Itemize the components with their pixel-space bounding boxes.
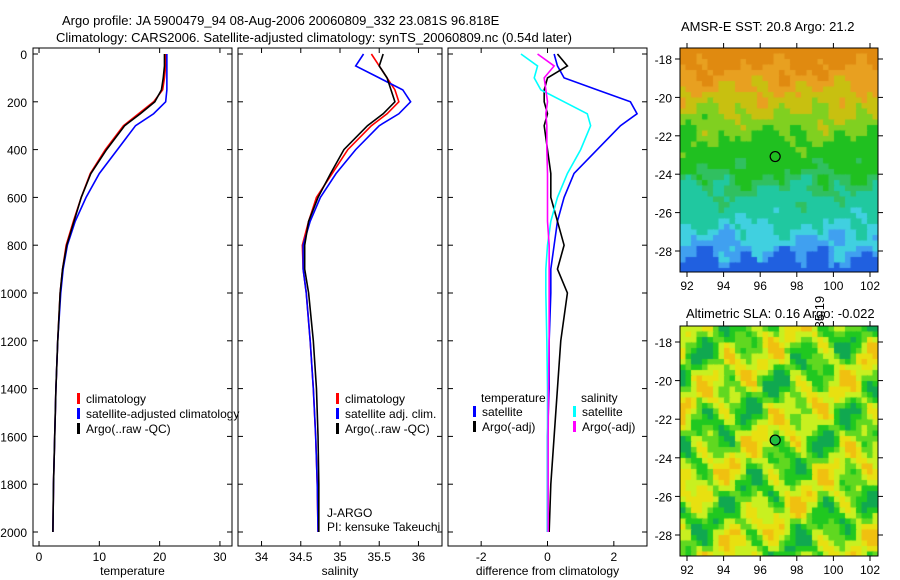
series-line-satellite — [520, 53, 592, 532]
map-y-tick-label: -28 — [655, 529, 673, 543]
map-x-tick-label: 94 — [717, 563, 731, 577]
x-tick-label: -2 — [476, 550, 487, 564]
series-line-satellite-adjusted-climatology — [52, 54, 168, 533]
legend-swatch — [77, 393, 80, 404]
legend-label: climatology — [86, 392, 146, 406]
legend-label: climatology — [345, 392, 405, 406]
panel-frame — [237, 47, 443, 547]
y-tick-label: 400 — [7, 144, 27, 158]
legend-label: Argo(..raw -QC) — [345, 422, 430, 436]
map-y-tick-label: -18 — [655, 336, 673, 350]
map-y-tick-label: -20 — [655, 375, 673, 389]
annotation-pi: PI: kensuke Takeuchi — [327, 520, 440, 534]
argo-location-marker — [769, 150, 781, 163]
y-tick-label: 200 — [7, 96, 27, 110]
sst-map-title: AMSR-E SST: 20.8 Argo: 21.2 — [681, 19, 855, 34]
sla-map-title: Altimetric SLA: 0.16 Argo: -0.022 — [686, 306, 875, 321]
x-tick-label: 35 — [333, 550, 347, 564]
legend-swatch — [77, 423, 80, 434]
legend-header-salinity: salinity — [581, 391, 618, 405]
map-x-tick-label: 98 — [790, 279, 804, 293]
map-x-tick-label: 96 — [754, 279, 768, 293]
x-tick-label: 0 — [544, 550, 551, 564]
x-axis-label: salinity — [322, 564, 359, 578]
x-tick-label: 34.5 — [289, 550, 313, 564]
y-tick-label: 2000 — [0, 526, 27, 540]
series-line-climatology — [52, 54, 167, 533]
x-axis-label: temperature — [100, 564, 165, 578]
argo-location-marker — [769, 434, 781, 446]
map-y-tick-label: -20 — [655, 91, 673, 105]
series-line-argo--adj- — [537, 53, 556, 532]
legend-header-temperature: temperature — [481, 391, 546, 405]
map-y-tick-label: -28 — [655, 245, 673, 259]
legend-label: Argo(-adj) — [582, 420, 635, 434]
map-frame — [679, 325, 879, 557]
map-x-tick-label: 102 — [860, 279, 880, 293]
series-line-argo--adj- — [543, 53, 569, 533]
series-line-argo---raw--qc- — [303, 53, 396, 532]
series-line-satellite-adj--clim- — [302, 53, 412, 533]
y-tick-label: 0 — [20, 48, 27, 62]
x-tick-label: 35.5 — [368, 550, 392, 564]
x-tick-label: 30 — [213, 550, 227, 564]
map-frame — [679, 47, 879, 273]
map-y-tick-label: -26 — [655, 490, 673, 504]
panel-frame — [32, 47, 233, 547]
legend-swatch — [473, 421, 476, 432]
y-tick-label: 1600 — [0, 430, 27, 444]
y-tick-label: 1400 — [0, 383, 27, 397]
map-x-tick-label: 100 — [823, 563, 843, 577]
annotation-j-argo: J-ARGO — [327, 506, 372, 520]
legend-swatch — [573, 421, 576, 432]
legend-swatch — [336, 423, 339, 434]
map-x-tick-label: 92 — [680, 563, 694, 577]
x-tick-label: 0 — [36, 550, 43, 564]
legend-label: satellite — [482, 405, 523, 419]
y-tick-label: 1200 — [0, 335, 27, 349]
y-tick-label: 1800 — [0, 478, 27, 492]
y-tick-label: 600 — [7, 191, 27, 205]
map-x-tick-label: 102 — [860, 563, 880, 577]
map-x-tick-label: 94 — [717, 279, 731, 293]
legend-swatch — [573, 406, 576, 417]
map-y-tick-label: -18 — [655, 53, 673, 67]
map-y-tick-label: -24 — [655, 168, 673, 182]
map-x-tick-label: 100 — [823, 279, 843, 293]
map-y-tick-label: -26 — [655, 207, 673, 221]
figure-title-line2: Climatology: CARS2006. Satellite-adjuste… — [56, 30, 572, 45]
legend-swatch — [336, 408, 339, 419]
x-tick-label: 20 — [153, 550, 167, 564]
x-tick-label: 10 — [93, 550, 107, 564]
figure-title-line1: Argo profile: JA 5900479_94 08-Aug-2006 … — [62, 13, 500, 28]
x-axis-label: difference from climatology — [476, 564, 619, 578]
series-line-argo---raw--qc- — [52, 54, 166, 533]
legend-label: satellite-adjusted climatology — [86, 407, 239, 421]
legend-swatch — [77, 408, 80, 419]
legend-label: Argo(-adj) — [482, 420, 535, 434]
y-tick-label: 800 — [7, 239, 27, 253]
map-x-tick-label: 96 — [754, 563, 768, 577]
x-tick-label: 2 — [610, 550, 617, 564]
map-y-tick-label: -24 — [655, 452, 673, 466]
y-tick-label: 1000 — [0, 287, 27, 301]
map-y-tick-label: -22 — [655, 413, 673, 427]
legend-label: Argo(..raw -QC) — [86, 422, 171, 436]
legend-swatch — [473, 406, 476, 417]
map-x-tick-label: 98 — [790, 563, 804, 577]
legend-label: satellite — [582, 405, 623, 419]
legend-label: satellite adj. clim. — [345, 407, 436, 421]
x-tick-label: 36 — [412, 550, 426, 564]
legend-swatch — [336, 393, 339, 404]
map-y-tick-label: -22 — [655, 130, 673, 144]
series-line-satellite — [546, 53, 639, 532]
x-tick-label: 34 — [255, 550, 269, 564]
map-x-tick-label: 92 — [680, 279, 694, 293]
